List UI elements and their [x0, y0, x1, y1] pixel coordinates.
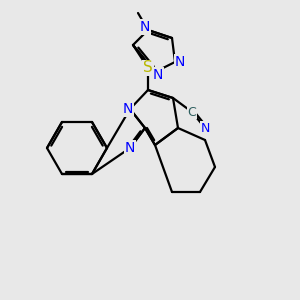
- Text: S: S: [143, 61, 153, 76]
- Text: N: N: [123, 102, 133, 116]
- Text: N: N: [175, 55, 185, 69]
- Text: C: C: [188, 106, 196, 118]
- Text: N: N: [125, 141, 135, 155]
- Text: N: N: [140, 20, 150, 34]
- Text: N: N: [153, 68, 163, 82]
- Text: N: N: [200, 122, 210, 134]
